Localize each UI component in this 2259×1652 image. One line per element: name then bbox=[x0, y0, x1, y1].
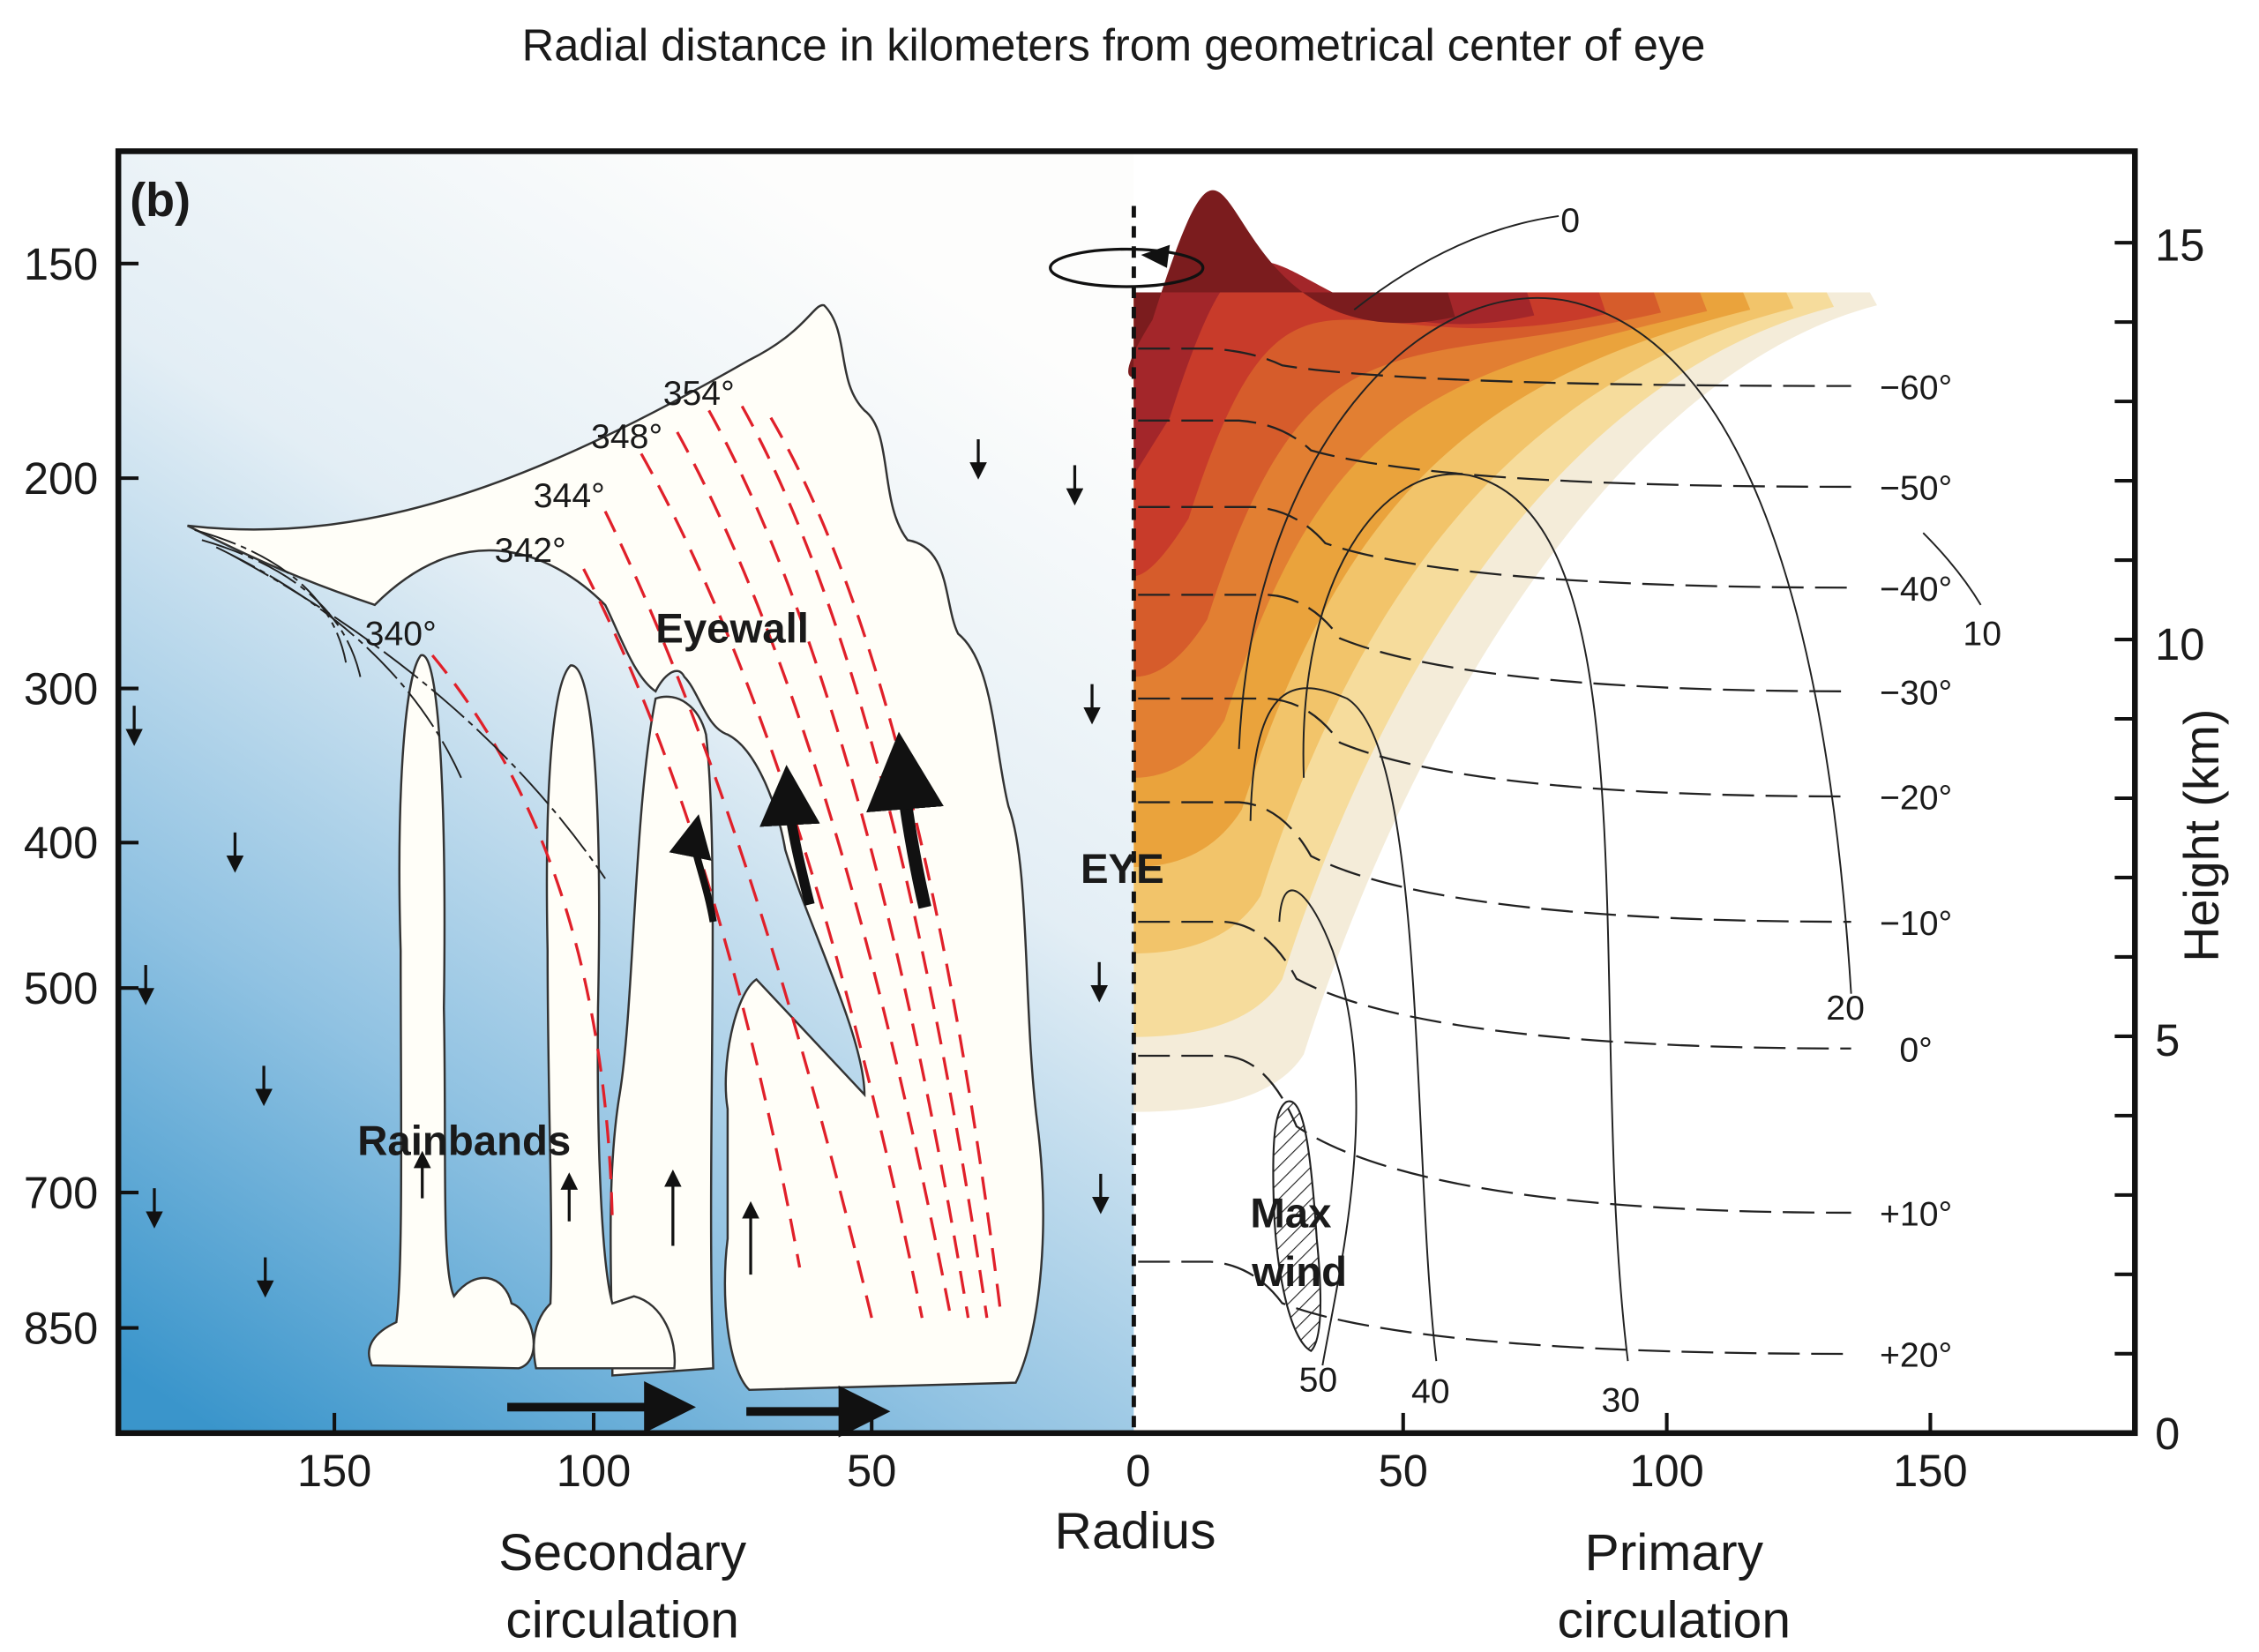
eye-label: EYE bbox=[1081, 846, 1164, 893]
height-label: 0 bbox=[2155, 1409, 2180, 1459]
pressure-label: 850 bbox=[24, 1304, 98, 1354]
pressure-label: 400 bbox=[24, 818, 98, 868]
radius-label: 100 bbox=[557, 1446, 631, 1496]
rainbands-label: Rainbands bbox=[357, 1118, 571, 1165]
temperature-label: −10° bbox=[1880, 905, 1952, 943]
radius-label: 0 bbox=[1126, 1446, 1150, 1496]
wind-label: 30 bbox=[1602, 1381, 1641, 1419]
temperature-label: +10° bbox=[1880, 1196, 1952, 1234]
radius-label: 50 bbox=[847, 1446, 896, 1496]
wind-label: 0 bbox=[1560, 202, 1580, 240]
pressure-label: 150 bbox=[24, 239, 98, 289]
secondary-label: circulation bbox=[505, 1592, 739, 1649]
pressure-label: 300 bbox=[24, 664, 98, 714]
temperature-label: 0° bbox=[1899, 1031, 1932, 1069]
isentrope-label: 340° bbox=[365, 616, 437, 654]
primary-label: Primary bbox=[1585, 1524, 1764, 1581]
temperature-label: −40° bbox=[1880, 571, 1952, 609]
figure: Radial distance in kilometers from geome… bbox=[0, 0, 2259, 1652]
pressure-label: 700 bbox=[24, 1168, 98, 1218]
radius-axis-title: Radius bbox=[1055, 1502, 1216, 1559]
max-wind-label: Max bbox=[1250, 1190, 1331, 1237]
temperature-label: −60° bbox=[1880, 369, 1952, 407]
wind-label: 10 bbox=[1963, 616, 2001, 654]
height-label: 10 bbox=[2155, 619, 2204, 669]
radius-label: 100 bbox=[1629, 1446, 1703, 1496]
panel-label: (b) bbox=[130, 174, 191, 227]
primary-label: circulation bbox=[1557, 1592, 1791, 1649]
radius-label: 150 bbox=[1893, 1446, 1967, 1496]
height-label: 5 bbox=[2155, 1015, 2180, 1065]
max-wind-label: wind bbox=[1251, 1249, 1347, 1296]
height-axis-title: Height (km) bbox=[2174, 709, 2229, 962]
isentrope-label: 342° bbox=[495, 532, 566, 570]
title: Radial distance in kilometers from geome… bbox=[522, 20, 1706, 71]
temperature-label: −20° bbox=[1880, 780, 1952, 818]
wind-label: 20 bbox=[1826, 990, 1865, 1028]
isentrope-label: 354° bbox=[663, 375, 735, 413]
eyewall-label: Eyewall bbox=[655, 605, 809, 652]
temperature-label: −30° bbox=[1880, 675, 1952, 713]
radius-label: 150 bbox=[297, 1446, 371, 1496]
pressure-label: 200 bbox=[24, 453, 98, 504]
isentrope-label: 344° bbox=[534, 477, 605, 515]
wind-label: 50 bbox=[1299, 1361, 1338, 1399]
radius-label: 50 bbox=[1379, 1446, 1428, 1496]
temperature-label: +20° bbox=[1880, 1337, 1952, 1375]
temperature-label: −50° bbox=[1880, 470, 1952, 508]
isentrope-label: 348° bbox=[591, 418, 662, 456]
secondary-label: Secondary bbox=[498, 1524, 747, 1581]
pressure-label: 500 bbox=[24, 963, 98, 1013]
wind-label: 40 bbox=[1411, 1372, 1450, 1410]
height-label: 15 bbox=[2155, 221, 2204, 271]
